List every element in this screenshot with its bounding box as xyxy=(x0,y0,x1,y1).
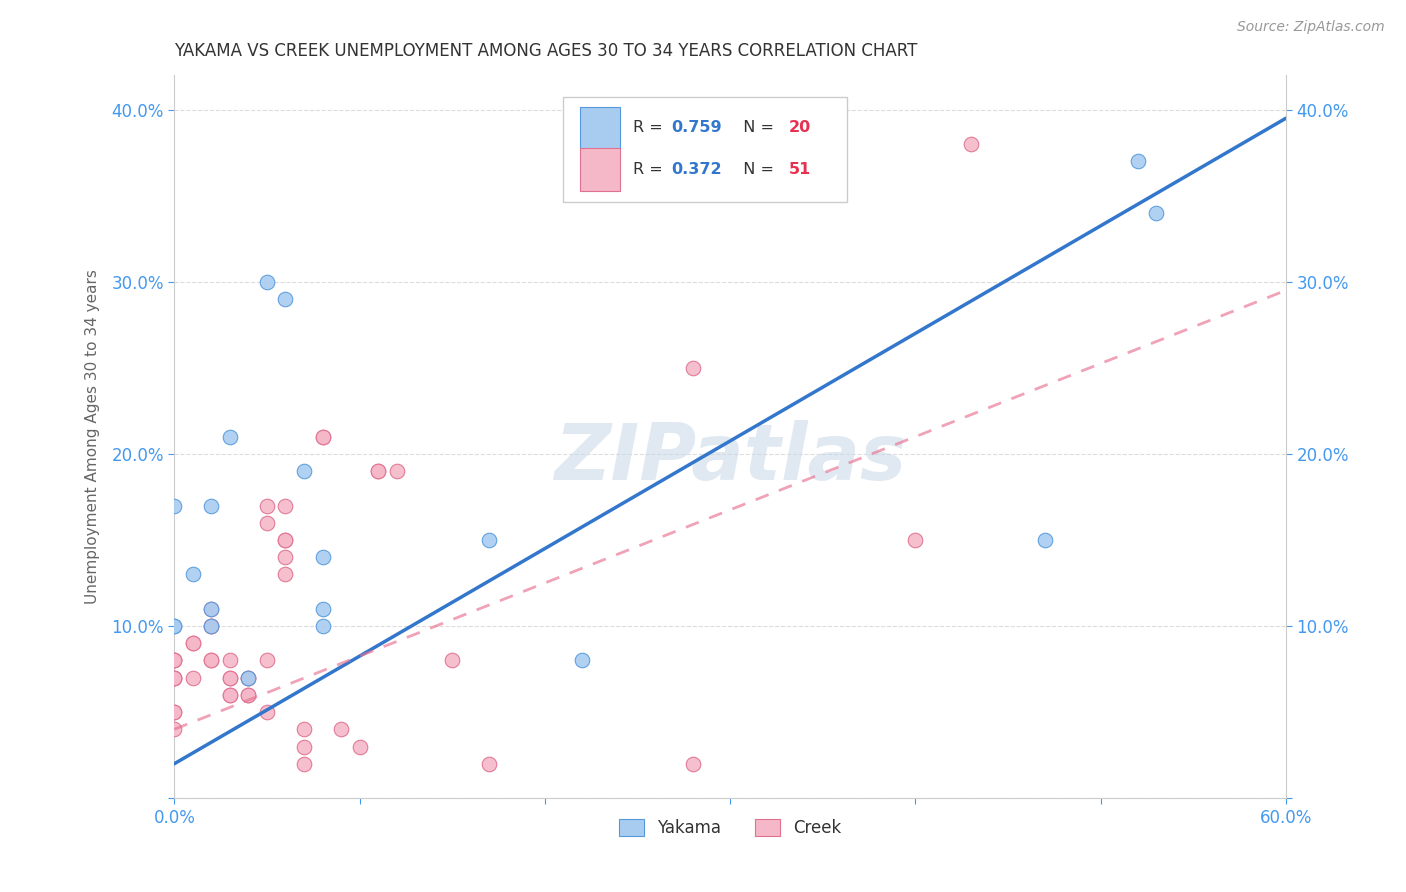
Point xyxy=(181,567,204,582)
Point xyxy=(256,275,278,289)
Point xyxy=(274,533,297,547)
Point xyxy=(256,499,278,513)
Point xyxy=(238,688,260,702)
Point xyxy=(292,723,315,737)
Point xyxy=(219,688,242,702)
Point xyxy=(311,550,333,565)
Text: ZIPatlas: ZIPatlas xyxy=(554,420,907,496)
Text: R =: R = xyxy=(634,120,668,136)
Text: YAKAMA VS CREEK UNEMPLOYMENT AMONG AGES 30 TO 34 YEARS CORRELATION CHART: YAKAMA VS CREEK UNEMPLOYMENT AMONG AGES … xyxy=(174,42,918,60)
Point xyxy=(163,653,186,667)
Point xyxy=(385,464,408,478)
Point xyxy=(200,653,222,667)
Point xyxy=(181,671,204,685)
Point xyxy=(571,653,593,667)
Point xyxy=(478,756,501,771)
Point xyxy=(311,619,333,633)
Point xyxy=(238,671,260,685)
Point xyxy=(163,671,186,685)
Point xyxy=(274,533,297,547)
Point xyxy=(219,653,242,667)
Point xyxy=(311,430,333,444)
Text: 0.759: 0.759 xyxy=(671,120,721,136)
Point xyxy=(1033,533,1056,547)
Text: 51: 51 xyxy=(789,161,811,177)
Point xyxy=(219,671,242,685)
Point xyxy=(682,756,704,771)
Point xyxy=(960,136,983,151)
Point xyxy=(274,499,297,513)
Point xyxy=(292,739,315,754)
Text: R =: R = xyxy=(634,161,668,177)
Point xyxy=(163,619,186,633)
Text: N =: N = xyxy=(734,120,779,136)
Point xyxy=(274,550,297,565)
Text: 0.372: 0.372 xyxy=(671,161,721,177)
Y-axis label: Unemployment Among Ages 30 to 34 years: Unemployment Among Ages 30 to 34 years xyxy=(86,269,100,604)
Point xyxy=(163,653,186,667)
Point xyxy=(163,671,186,685)
Point xyxy=(274,292,297,306)
Point xyxy=(200,602,222,616)
Text: N =: N = xyxy=(734,161,779,177)
Point xyxy=(367,464,389,478)
Point xyxy=(478,533,501,547)
Point xyxy=(181,636,204,650)
Point xyxy=(1144,206,1167,220)
Legend: Yakama, Creek: Yakama, Creek xyxy=(613,813,848,844)
Point xyxy=(200,619,222,633)
Point xyxy=(311,430,333,444)
Point xyxy=(274,567,297,582)
Point xyxy=(292,464,315,478)
Point xyxy=(292,756,315,771)
Point xyxy=(200,653,222,667)
Point xyxy=(200,619,222,633)
FancyBboxPatch shape xyxy=(581,107,620,150)
Point xyxy=(311,602,333,616)
Point xyxy=(163,705,186,719)
Point xyxy=(238,671,260,685)
Point xyxy=(200,499,222,513)
Point xyxy=(367,464,389,478)
Point xyxy=(256,705,278,719)
Point xyxy=(163,723,186,737)
Point xyxy=(163,653,186,667)
Point xyxy=(181,636,204,650)
FancyBboxPatch shape xyxy=(581,148,620,191)
Point xyxy=(256,653,278,667)
Point xyxy=(200,619,222,633)
FancyBboxPatch shape xyxy=(564,97,846,202)
Point xyxy=(238,671,260,685)
Point xyxy=(163,619,186,633)
Point xyxy=(1126,154,1149,169)
Point xyxy=(904,533,927,547)
Point xyxy=(219,671,242,685)
Point xyxy=(219,688,242,702)
Text: 20: 20 xyxy=(789,120,811,136)
Point xyxy=(238,688,260,702)
Text: Source: ZipAtlas.com: Source: ZipAtlas.com xyxy=(1237,20,1385,34)
Point xyxy=(163,671,186,685)
Point xyxy=(219,430,242,444)
Point xyxy=(256,516,278,530)
Point xyxy=(163,499,186,513)
Point xyxy=(163,705,186,719)
Point xyxy=(330,723,353,737)
Point xyxy=(349,739,371,754)
Point xyxy=(682,360,704,375)
Point xyxy=(441,653,464,667)
Point xyxy=(200,602,222,616)
